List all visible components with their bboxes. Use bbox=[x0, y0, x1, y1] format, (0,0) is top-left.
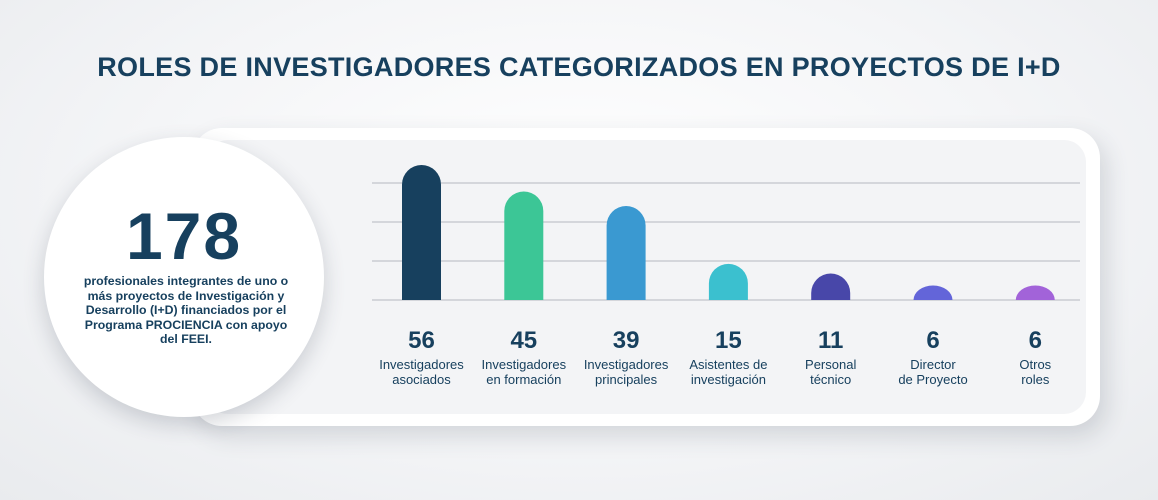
category-label: técnico bbox=[810, 372, 851, 387]
bar bbox=[606, 205, 646, 300]
value-label: 15 bbox=[715, 327, 742, 354]
category-label: roles bbox=[1021, 372, 1050, 387]
total-description: profesionales integrantes de uno o más p… bbox=[83, 274, 289, 346]
chart-panel bbox=[192, 128, 1100, 426]
bar bbox=[913, 285, 953, 300]
chart-panel-inner bbox=[206, 140, 1086, 414]
category-label: asociados bbox=[392, 372, 451, 387]
chart-title: ROLES DE INVESTIGADORES CATEGORIZADOS EN… bbox=[97, 52, 1061, 82]
category-label: Investigadores bbox=[379, 357, 464, 372]
bar bbox=[504, 191, 544, 300]
value-label: 39 bbox=[613, 327, 640, 354]
category-label: Otros bbox=[1019, 357, 1051, 372]
value-label: 6 bbox=[1029, 327, 1042, 354]
bar bbox=[402, 165, 441, 300]
category-label: Director bbox=[910, 357, 956, 372]
bar bbox=[811, 273, 851, 300]
category-label: principales bbox=[595, 372, 658, 387]
value-label: 11 bbox=[818, 327, 843, 354]
category-label: Investigadores bbox=[482, 357, 567, 372]
value-label: 56 bbox=[408, 327, 435, 354]
category-label: Asistentes de bbox=[689, 357, 767, 372]
category-label: Investigadores bbox=[584, 357, 669, 372]
category-label: de Proyecto bbox=[898, 372, 967, 387]
category-label: en formación bbox=[486, 372, 561, 387]
bar bbox=[708, 263, 748, 300]
value-label: 45 bbox=[510, 327, 537, 354]
value-label: 6 bbox=[926, 327, 939, 354]
summary-circle bbox=[44, 137, 324, 417]
summary-circle-inner bbox=[54, 147, 314, 407]
bar bbox=[1015, 285, 1055, 300]
category-label: investigación bbox=[691, 372, 766, 387]
total-count: 178 bbox=[125, 199, 243, 273]
category-label: Personal bbox=[805, 357, 856, 372]
